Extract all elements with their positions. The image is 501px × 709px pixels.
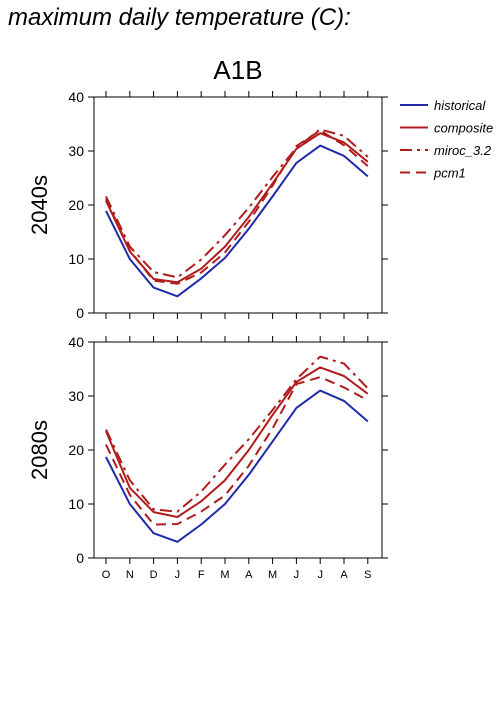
x-tick-label: S <box>364 569 371 581</box>
figure-title: A1B <box>213 55 262 85</box>
y-tick-label: 40 <box>68 334 84 350</box>
legend-label: historical <box>434 98 486 113</box>
series-line-composite <box>105 132 369 284</box>
series-line-miroc-3-2 <box>105 355 369 513</box>
panel-ylabel: 2080s <box>27 420 52 480</box>
legend-item: composite <box>400 121 493 136</box>
series-line-pcm1 <box>105 376 369 526</box>
panel-ylabel: 2040s <box>27 175 52 235</box>
x-tick-label: A <box>245 569 253 581</box>
y-tick-label: 20 <box>68 442 84 458</box>
x-tick-label: A <box>340 569 348 581</box>
y-tick-label: 30 <box>68 143 84 159</box>
y-tick-label: 0 <box>76 550 84 566</box>
x-tick-label: J <box>294 569 300 581</box>
x-tick-label: J <box>317 569 323 581</box>
panels: 0 10 20 30 40 2040s 0 10 20 30 40 O N D J F M A M J J A S 2080s <box>27 89 388 581</box>
legend-item: historical <box>400 98 486 113</box>
series-line-historical <box>105 144 369 298</box>
y-tick-label: 40 <box>68 89 84 105</box>
legend-label: composite <box>434 121 493 136</box>
series-line-pcm1 <box>105 129 369 285</box>
legend: historical composite miroc_3.2 pcm1 <box>400 98 493 181</box>
legend-item: miroc_3.2 <box>400 143 492 158</box>
page-title: maximum daily temperature (C): <box>8 4 351 31</box>
x-tick-label: N <box>126 569 134 581</box>
y-tick-label: 20 <box>68 197 84 213</box>
plot-frame <box>93 96 383 314</box>
panel-2080s: 0 10 20 30 40 O N D J F M A M J J A S 2080s <box>27 334 388 581</box>
x-tick-label: F <box>198 569 205 581</box>
x-tick-label: O <box>102 569 111 581</box>
x-tick-label: J <box>175 569 181 581</box>
series-line-historical <box>105 389 369 543</box>
y-tick-label: 0 <box>76 305 84 321</box>
legend-item: pcm1 <box>400 166 466 181</box>
y-tick-label: 30 <box>68 388 84 404</box>
panel-2040s: 0 10 20 30 40 2040s <box>27 89 388 321</box>
x-tick-label: M <box>220 569 229 581</box>
y-tick-label: 10 <box>68 496 84 512</box>
series-line-miroc-3-2 <box>105 128 369 279</box>
legend-label: miroc_3.2 <box>434 143 492 158</box>
y-tick-label: 10 <box>68 251 84 267</box>
legend-label: pcm1 <box>433 166 466 181</box>
x-tick-label: M <box>268 569 277 581</box>
series-line-composite <box>105 366 369 518</box>
x-tick-label: D <box>150 569 158 581</box>
